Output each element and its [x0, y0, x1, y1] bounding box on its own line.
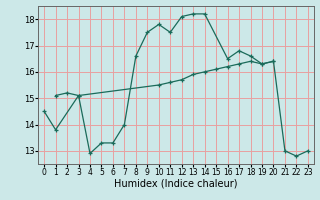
X-axis label: Humidex (Indice chaleur): Humidex (Indice chaleur) [114, 179, 238, 189]
